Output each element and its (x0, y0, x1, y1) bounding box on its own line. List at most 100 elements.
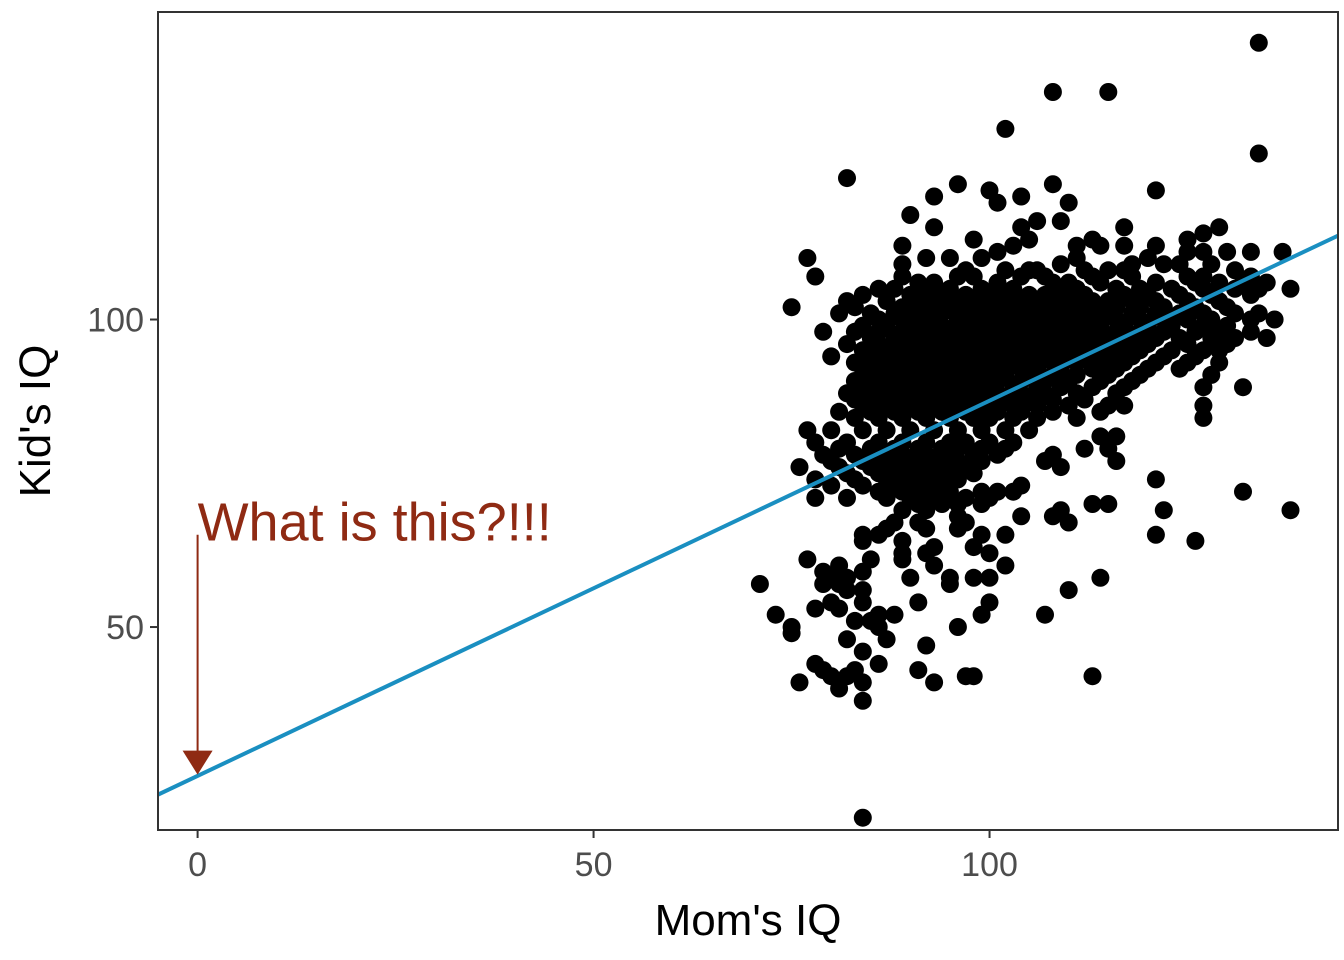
plot-background (158, 12, 1338, 830)
data-point (1067, 236, 1086, 255)
data-point (972, 605, 991, 624)
data-point (1043, 507, 1062, 526)
data-point (1265, 310, 1284, 329)
data-point (1241, 310, 1260, 329)
data-point (853, 421, 872, 440)
y-axis-title: Kid's IQ (11, 345, 60, 498)
data-point (853, 562, 872, 581)
data-point (988, 445, 1007, 464)
data-point (1249, 33, 1268, 52)
data-point (830, 402, 849, 421)
x-tick-label: 100 (961, 846, 1018, 884)
data-point (822, 347, 841, 366)
data-point (972, 495, 991, 513)
data-point (1257, 329, 1276, 347)
x-tick-label: 0 (188, 846, 207, 884)
annotation-arrow-head (182, 750, 213, 775)
data-point (948, 175, 967, 194)
data-point (1004, 236, 1023, 255)
data-point (877, 630, 896, 649)
data-point (838, 488, 856, 507)
data-point (1186, 531, 1205, 550)
data-point (790, 458, 809, 477)
data-point (1170, 359, 1189, 378)
data-point (806, 488, 825, 507)
data-point (1146, 470, 1165, 489)
data-point (838, 335, 856, 354)
data-point (1194, 396, 1213, 415)
annotation-text: What is this?!!! (198, 492, 552, 552)
data-point (925, 556, 944, 575)
fit-line (158, 233, 1338, 797)
data-point (1218, 242, 1237, 261)
plot-frame (157, 11, 1339, 831)
data-point (917, 519, 936, 538)
data-point (1043, 402, 1062, 421)
data-point (1059, 193, 1078, 212)
data-point (964, 464, 983, 483)
data-point (1036, 605, 1054, 624)
data-point (1194, 408, 1213, 427)
data-point (1115, 218, 1134, 237)
data-point (1083, 667, 1102, 686)
data-point (885, 605, 904, 624)
data-point (925, 187, 944, 206)
data-point (925, 218, 944, 237)
data-point (790, 673, 809, 692)
data-point (1210, 341, 1229, 360)
data-point (1075, 439, 1094, 458)
data-point (893, 255, 912, 274)
data-point (964, 667, 983, 686)
data-point (766, 605, 785, 624)
data-point (917, 636, 936, 655)
data-point (853, 593, 872, 612)
data-point (838, 630, 856, 649)
data-point (1241, 322, 1260, 341)
data-point (909, 593, 928, 612)
data-point (948, 519, 967, 538)
data-point (1004, 482, 1023, 501)
data-point (1194, 378, 1213, 397)
data-point (853, 673, 872, 692)
data-point (830, 599, 849, 618)
data-point (917, 249, 936, 267)
data-point (1067, 408, 1086, 427)
data-point (1138, 249, 1157, 267)
y-tick-label: 100 (87, 302, 144, 340)
data-point (869, 525, 888, 544)
data-point (1091, 236, 1110, 255)
data-point (782, 624, 801, 643)
data-point (1234, 482, 1252, 501)
data-point (980, 544, 999, 563)
data-point (940, 249, 959, 267)
data-point (838, 581, 856, 600)
data-point (1020, 421, 1039, 440)
data-point (1281, 501, 1300, 520)
data-point (1059, 513, 1078, 532)
data-point (901, 568, 920, 587)
data-point (750, 575, 769, 593)
data-point (1115, 396, 1134, 415)
data-point (1051, 212, 1070, 231)
data-points (750, 33, 1300, 827)
data-point (893, 531, 912, 550)
y-axis: 50 100 (87, 302, 158, 647)
data-point (964, 538, 983, 557)
data-point (1099, 83, 1118, 101)
data-point (964, 230, 983, 249)
data-point (972, 249, 991, 267)
data-point (948, 495, 967, 513)
data-point (853, 581, 872, 600)
data-point (1234, 378, 1252, 397)
data-point (1241, 242, 1260, 261)
data-point (1075, 390, 1094, 409)
data-point (1154, 255, 1173, 274)
data-point (1051, 255, 1070, 274)
x-axis-title: Mom's IQ (655, 896, 842, 945)
data-point (806, 599, 825, 618)
data-point (1273, 242, 1292, 261)
data-point (940, 575, 959, 593)
data-point (996, 525, 1015, 544)
data-point (948, 618, 967, 636)
data-point (1043, 83, 1062, 101)
